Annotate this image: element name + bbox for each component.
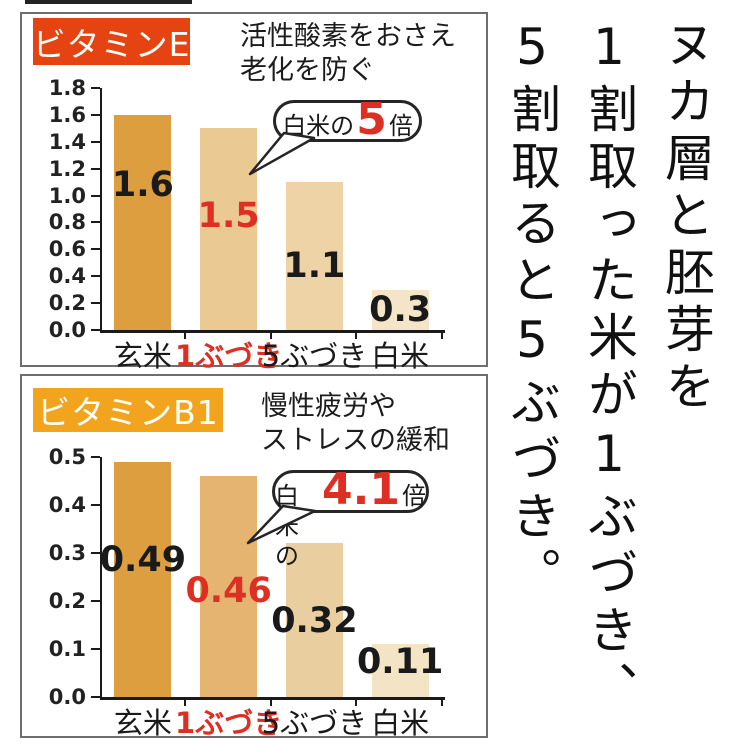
y-tick-mark (91, 140, 100, 143)
bar-value-label: 0.3 (369, 289, 432, 330)
bar-5ぶづき (285, 543, 343, 697)
y-tick-label: 1.4 (48, 129, 86, 154)
bar-value-label: 0.46 (185, 571, 272, 612)
y-tick-mark (91, 87, 100, 89)
x-axis-tick (269, 330, 272, 339)
category-label-白米: 白米 (371, 339, 430, 373)
vitamin-b1-chart-panel: ビタミンB1 慢性疲労や ストレスの緩和 0.5 0.4 0.3 0.2 0.1 0.0 0… (20, 374, 488, 739)
y-tick-mark (91, 221, 100, 224)
y-tick-label: 1.6 (48, 102, 86, 127)
category-label-5ぶづき: 5ぶづき (261, 339, 368, 373)
multiplier-callout-bubble: 白米の 5 倍 (273, 94, 422, 145)
vitamin-e-title-badge: ビタミンE (33, 18, 190, 65)
bar-玄米 (114, 461, 172, 697)
bar-玄米 (114, 114, 172, 330)
y-tick-label: 0.2 (48, 291, 86, 316)
y-tick-mark (91, 648, 100, 650)
bar-value-label: 1.1 (283, 246, 346, 287)
subtitle-line: ストレスの緩和 (261, 425, 450, 456)
x-axis-tick (441, 330, 443, 339)
y-tick-mark (91, 302, 100, 305)
category-label-1ぶづき: 1ぶづき (175, 339, 283, 373)
bar-value-label: 0.11 (356, 642, 444, 683)
x-axis-tick (183, 697, 186, 706)
vitamin-e-chart-panel: ビタミンE 活性酸素をおさえ 老化を防ぐ 1.8 1.6 1.4 1.2 1.0 0.8 0… (20, 12, 488, 372)
bar-value-label: 1.6 (111, 164, 174, 205)
vitamin-b1-title-badge: ビタミンB1 (33, 388, 223, 432)
y-tick-mark (91, 696, 100, 698)
vitamin-b1-plot-area: 0.5 0.4 0.3 0.2 0.1 0.0 0.49 玄米 0.46 1ぶづき 0.32 5ぶづき… (49, 445, 445, 739)
callout-suffix: 倍 (388, 112, 413, 140)
callout-prefix: 白米の (275, 482, 299, 570)
bar-value-label: 0.32 (271, 601, 358, 642)
subtitle-line: 活性酸素をおさえ (240, 21, 456, 52)
cropped-top-edge-strip (25, 0, 192, 4)
category-label-5ぶづき: 5ぶづき (261, 706, 368, 740)
y-tick-mark (91, 600, 100, 602)
subtitle-line: 老化を防ぐ (240, 55, 375, 86)
callout-suffix: 倍 (402, 482, 426, 510)
callout-multiplier: 4.1 (322, 464, 400, 515)
bar-value-label: 0.49 (99, 539, 187, 580)
y-tick-label: 0.1 (48, 637, 86, 661)
y-tick-label: 0.4 (48, 264, 86, 289)
y-tick-mark (91, 456, 100, 458)
category-label-1ぶづき: 1ぶづき (175, 706, 283, 740)
y-tick-mark (91, 113, 100, 116)
callout-prefix: 白米の (282, 112, 355, 140)
vertical-text-line: 1割取った米が1ぶづき、 (580, 18, 638, 718)
y-tick-label: 0.8 (48, 210, 86, 235)
y-tick-label: 1.0 (48, 183, 86, 208)
x-axis-line (100, 330, 445, 333)
y-tick-mark (91, 275, 100, 278)
y-tick-label: 0.4 (48, 493, 86, 517)
y-tick-label: 0.3 (48, 541, 86, 565)
x-axis-tick (269, 697, 272, 706)
y-tick-label: 0.0 (48, 318, 86, 342)
vitamin-b1-subtitle: 慢性疲労や ストレスの緩和 (261, 390, 450, 458)
vitamin-e-plot-area: 1.8 1.6 1.4 1.2 1.0 0.8 0.6 0.4 0.2 0.0 1.6 玄米 1.5 1ぶ… (49, 76, 445, 372)
bar-白米 (371, 644, 429, 697)
vertical-text-line: 5割取ると5ぶづき。 (503, 18, 561, 604)
category-label-白米: 白米 (371, 706, 430, 740)
multiplier-callout-bubble: 白米の 4.1 倍 (272, 464, 429, 570)
y-tick-mark (91, 329, 100, 331)
bar-value-label: 1.5 (197, 196, 260, 237)
y-tick-mark (91, 552, 100, 554)
x-axis-tick (355, 697, 358, 706)
y-axis-line (100, 457, 102, 697)
x-axis-tick (355, 330, 358, 339)
subtitle-line: 慢性疲労や (261, 391, 396, 422)
vertical-explanation-text: ヌカ層と胚芽を 1割取った米が1ぶづき、 5割取ると5ぶづき。 (493, 18, 724, 744)
y-tick-label: 1.8 (48, 76, 86, 100)
bar-1ぶづき (200, 128, 258, 330)
callout-multiplier: 5 (356, 94, 387, 145)
y-axis-line (100, 88, 102, 330)
bar-白米 (371, 289, 429, 330)
y-tick-mark (91, 167, 100, 170)
y-tick-label: 0.6 (48, 237, 86, 262)
y-tick-label: 1.2 (48, 156, 86, 181)
bar-5ぶづき (285, 182, 343, 330)
vitamin-e-subtitle: 活性酸素をおさえ 老化を防ぐ (240, 20, 456, 88)
y-tick-label: 0.2 (48, 589, 86, 613)
y-tick-mark (91, 194, 100, 197)
category-label-玄米: 玄米 (113, 706, 172, 740)
category-label-玄米: 玄米 (113, 339, 172, 373)
y-tick-mark (91, 248, 100, 251)
x-axis-tick (183, 330, 186, 339)
x-axis-line (100, 697, 445, 700)
x-axis-tick (441, 697, 443, 706)
y-tick-mark (91, 504, 100, 506)
y-tick-label: 0.5 (48, 445, 86, 469)
y-tick-label: 0.0 (48, 685, 86, 709)
vertical-text-line: ヌカ層と胚芽を (657, 18, 715, 417)
